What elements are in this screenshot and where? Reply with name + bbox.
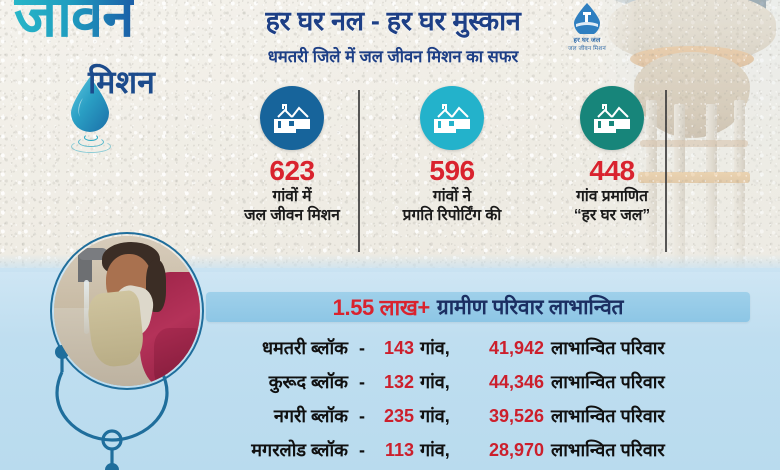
block-name: कुरूद ब्लॉक (268, 372, 348, 392)
tank-sign-text: हर घर जल जीवन मिशन (646, 0, 766, 10)
stat-label-line2: जल जीवन मिशन (244, 206, 340, 224)
stat-label-line2: “हर घर जल” (573, 206, 651, 224)
stat-divider (358, 90, 360, 252)
block-data-table: धमतरी ब्लॉक - 143 गांव, 41,942 लाभान्वित… (206, 336, 754, 470)
village-count: 235 (383, 406, 414, 426)
family-count: 28,970 (488, 440, 544, 460)
village-label: गांव, (420, 338, 450, 358)
family-count: 44,346 (488, 372, 544, 392)
jjm-emblem-line2: जल जीवन मिशन (568, 46, 606, 52)
water-droplet-icon (68, 76, 112, 132)
village-label: गांव, (420, 406, 450, 426)
stat-card-villages-under-mission: 623 गांवों में जल जीवन मिशन (212, 86, 372, 266)
family-count: 41,942 (488, 338, 544, 358)
family-label: लाभान्वित परिवार (551, 372, 665, 392)
row-dash: - (359, 372, 365, 392)
girl-drinking-tap-water-photo (24, 232, 204, 470)
photo-frame-ring (50, 232, 204, 390)
table-row: नगरी ब्लॉक - 235 गांव, 39,526 लाभान्वित … (206, 404, 754, 438)
jal-jeevan-mission-logo: जीवन मिशन (14, 0, 224, 188)
stat-value: 448 (589, 155, 635, 186)
page-subtitle: धमतरी जिले में जल जीवन मिशन का सफर (267, 48, 519, 66)
stat-divider (665, 90, 667, 252)
row-dash: - (359, 440, 365, 460)
village-houses-icon (420, 86, 484, 150)
village-count: 143 (383, 338, 414, 358)
village-count: 132 (383, 372, 414, 392)
table-row: कुरूद ब्लॉक - 132 गांव, 44,346 लाभान्वित… (206, 370, 754, 404)
stat-value: 623 (269, 155, 315, 186)
jjm-emblem-line1: हर घर जल (573, 37, 601, 44)
stat-value: 596 (429, 155, 475, 186)
banner-highlight: 1.55 लाख+ (332, 295, 431, 320)
jjm-emblem: हर घर जल जल जीवन मिशन (556, 2, 618, 52)
stat-card-certified-villages: 448 गांव प्रमाणित “हर घर जल” (532, 86, 692, 266)
village-label: गांव, (420, 440, 450, 460)
row-dash: - (359, 406, 365, 426)
page-title: हर घर नल - हर घर मुस्कान (265, 6, 521, 36)
logo-word-jeevan: जीवन (14, 0, 134, 46)
block-name: मगरलोड ब्लॉक (251, 440, 348, 460)
overhead-water-tank-photo: हर घर जल जीवन मिशन (600, 0, 780, 300)
family-label: लाभान्वित परिवार (551, 406, 665, 426)
jjm-drop-icon (572, 2, 602, 36)
stat-card-progress-reporting: 596 गांवों ने प्रगति रिपोर्टिंग की (372, 86, 667, 266)
village-count: 113 (384, 440, 414, 460)
block-name: धमतरी ब्लॉक (261, 338, 348, 358)
stat-label-line1: गांव प्रमाणित (576, 188, 648, 205)
logo-word-mission: मिशन (88, 64, 155, 100)
family-label: लाभान्वित परिवार (551, 338, 665, 358)
village-houses-icon (580, 86, 644, 150)
family-label: लाभान्वित परिवार (551, 440, 665, 460)
row-dash: - (359, 338, 365, 358)
statistics-group: 623 गांवों में जल जीवन मिशन 596 गांवों न… (212, 86, 692, 266)
table-row: मगरलोड ब्लॉक - 113 गांव, 28,970 लाभान्वि… (206, 438, 754, 470)
stat-label-line2: प्रगति रिपोर्टिंग की (402, 206, 502, 224)
stat-label-line1: गांवों ने (432, 188, 472, 205)
stat-label-line1: गांवों में (272, 188, 312, 205)
block-name: नगरी ब्लॉक (273, 406, 348, 426)
beneficiary-banner: 1.55 लाख+ ग्रामीण परिवार लाभान्वित (206, 292, 750, 322)
water-ripple-icon (66, 134, 116, 153)
family-count: 39,526 (488, 406, 544, 426)
village-houses-icon (260, 86, 324, 150)
table-row: धमतरी ब्लॉक - 143 गांव, 41,942 लाभान्वित… (206, 336, 754, 370)
banner-text: ग्रामीण परिवार लाभान्वित (436, 296, 624, 319)
village-label: गांव, (420, 372, 450, 392)
